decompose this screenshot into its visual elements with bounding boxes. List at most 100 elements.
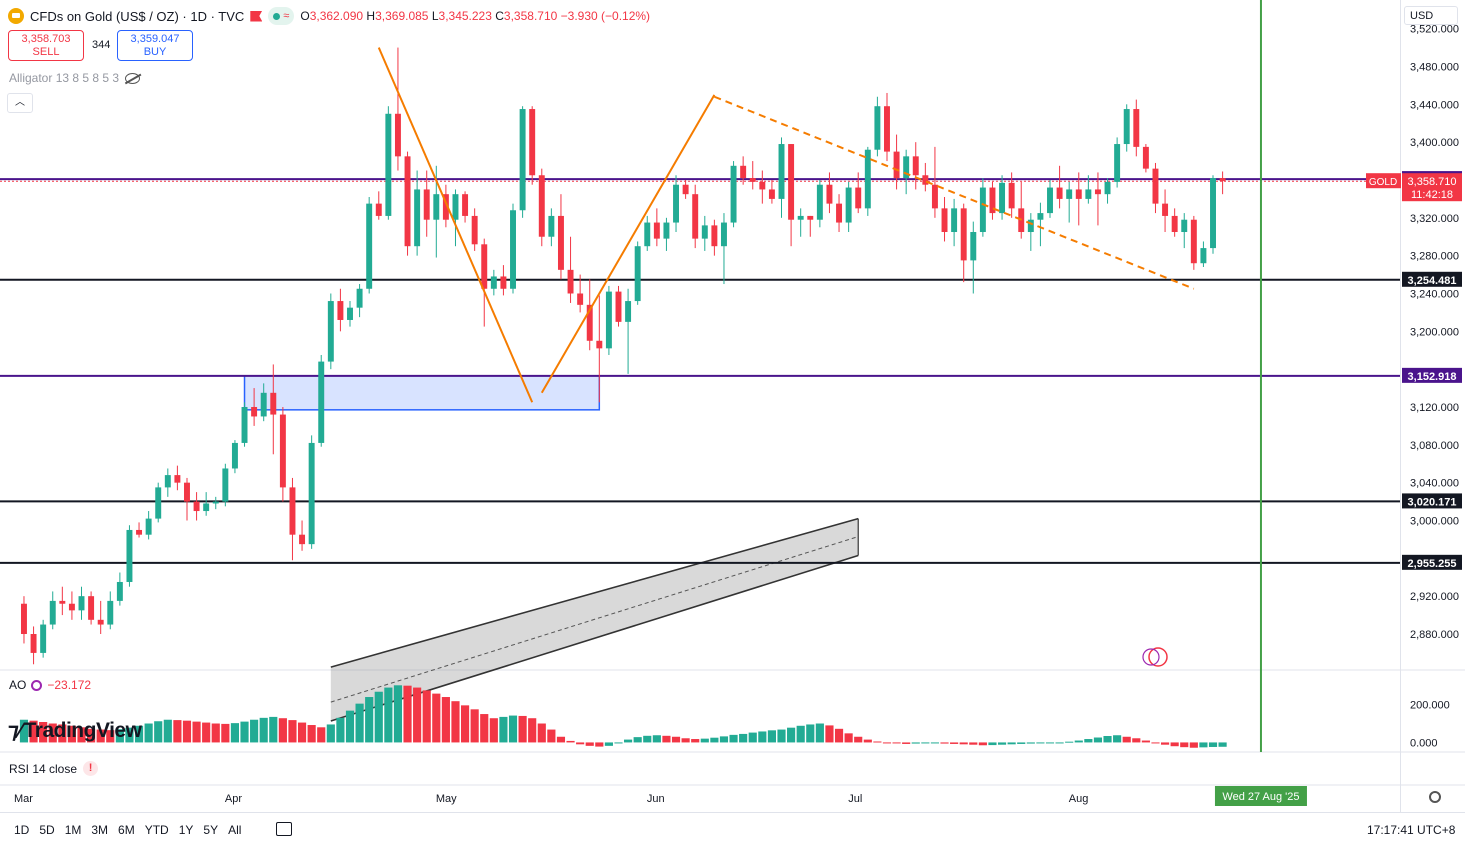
ao-bar [192, 721, 201, 743]
x-tick-label: Mar [14, 793, 33, 805]
candle-body [347, 307, 353, 320]
warning-icon[interactable]: ! [83, 761, 99, 776]
candle-body [1008, 182, 1015, 209]
candle-body [318, 361, 325, 443]
ao-bar [719, 736, 729, 743]
candle-body [500, 276, 507, 289]
calendar-icon[interactable] [276, 822, 292, 836]
clock-readout[interactable]: 17:17:41 UTC+8 [1367, 823, 1456, 837]
ao-bar [211, 723, 220, 743]
candle-body [299, 534, 306, 545]
market-status-pill[interactable]: ≈ [268, 7, 295, 25]
sell-button[interactable]: 3,358.703 SELL [8, 30, 84, 61]
ao-bar [844, 733, 853, 743]
ao-bar [662, 735, 671, 743]
ao-bar [911, 742, 920, 744]
candle-body [922, 175, 929, 185]
candle-body [30, 634, 37, 653]
ao-bar [432, 693, 441, 743]
ao-bar [1036, 742, 1045, 744]
timeframe-ytd[interactable]: YTD [144, 823, 169, 837]
ohlc-readout: O3,362.090 H3,369.085 L3,345.223 C3,358.… [300, 9, 651, 23]
candle-body [251, 406, 258, 417]
symbol-header[interactable]: CFDs on Gold (US$ / OZ) · 1D · TVC ≈ O3,… [8, 6, 650, 26]
symbol-tag-label: GOLD [1369, 177, 1397, 188]
settings-gear-icon[interactable] [1429, 791, 1441, 803]
timeframe-5y[interactable]: 5Y [203, 823, 219, 837]
symbol-title[interactable]: CFDs on Gold (US$ / OZ) · 1D · TVC [30, 8, 245, 24]
candle-body [116, 581, 123, 601]
ao-bar [259, 717, 268, 743]
candle-body [653, 222, 660, 239]
candle-body [452, 194, 459, 220]
channel-mid-line [330, 536, 859, 703]
candle-body [711, 225, 718, 247]
timeframe-3m[interactable]: 3M [91, 823, 109, 837]
open-value: 3,362.090 [309, 9, 364, 23]
ao-bar [1007, 742, 1016, 745]
ao-bar [729, 734, 738, 743]
close-value: 3,358.710 [503, 9, 558, 23]
ao-bar [451, 701, 460, 743]
timeframe-all[interactable]: All [228, 823, 242, 837]
candle-body [663, 222, 670, 239]
candle-body [385, 113, 392, 216]
currency-selector[interactable]: USD [1404, 6, 1458, 25]
ao-legend[interactable]: AO −23.172 [9, 678, 91, 692]
ao-bar [115, 729, 124, 743]
candle-body [1123, 109, 1130, 145]
candle-body [155, 487, 162, 519]
candle-body [951, 208, 958, 233]
last-price-tag [1402, 173, 1462, 202]
candle-body [471, 215, 478, 245]
candle-body [136, 529, 143, 535]
crosshair-date-label: Wed 27 Aug '25 [1222, 791, 1299, 803]
collapse-legend-button[interactable]: ︿ [7, 93, 33, 113]
timeframe-1y[interactable]: 1Y [178, 823, 194, 837]
ao-bar [930, 742, 940, 744]
ao-bar [892, 742, 901, 744]
rsi-legend[interactable]: RSI 14 close ! [9, 761, 99, 776]
y-tick-label: 3,040.000 [1410, 478, 1459, 490]
candle-body [615, 291, 622, 322]
candle-body [59, 600, 66, 604]
timeframe-6m[interactable]: 6M [118, 823, 135, 837]
ao-bar [202, 722, 211, 743]
ao-bar [796, 725, 805, 743]
candle-body [912, 156, 919, 176]
timeframe-1d[interactable]: 1D [14, 823, 30, 837]
candle-body [289, 487, 296, 535]
ao-bar [633, 737, 642, 743]
candle-body [557, 215, 564, 270]
candle-body [548, 215, 555, 237]
alligator-legend[interactable]: Alligator 13 8 5 8 5 3 [9, 71, 141, 85]
sell-label: SELL [32, 46, 60, 58]
candle-body [68, 603, 75, 611]
timeframe-5d[interactable]: 5D [39, 823, 55, 837]
ao-bar [489, 718, 498, 743]
hidden-eye-icon[interactable] [125, 72, 141, 84]
chevron-up-icon: ︿ [15, 97, 25, 108]
ao-bar [1093, 737, 1103, 743]
candle-body [1142, 146, 1149, 169]
ao-bar [1103, 736, 1112, 743]
candle-body [1037, 213, 1044, 220]
y-tick-label: 3,080.000 [1410, 440, 1459, 452]
ao-bar [125, 727, 134, 743]
candle-body [145, 518, 152, 535]
ao-tick-label: 200.000 [1410, 700, 1450, 712]
flag-icon[interactable] [250, 10, 263, 22]
candle-body [1190, 219, 1197, 264]
candle-body [1066, 189, 1073, 199]
ao-bar [317, 727, 326, 743]
loading-icon [31, 679, 43, 691]
ao-bar [307, 725, 316, 743]
candle-body [816, 184, 823, 220]
alligator-label: Alligator 13 8 5 8 5 3 [9, 71, 120, 85]
timeframe-1m[interactable]: 1M [64, 823, 82, 837]
candle-body [989, 187, 996, 214]
buy-button[interactable]: 3,359.047 BUY [117, 30, 193, 61]
candle-body [356, 288, 363, 308]
